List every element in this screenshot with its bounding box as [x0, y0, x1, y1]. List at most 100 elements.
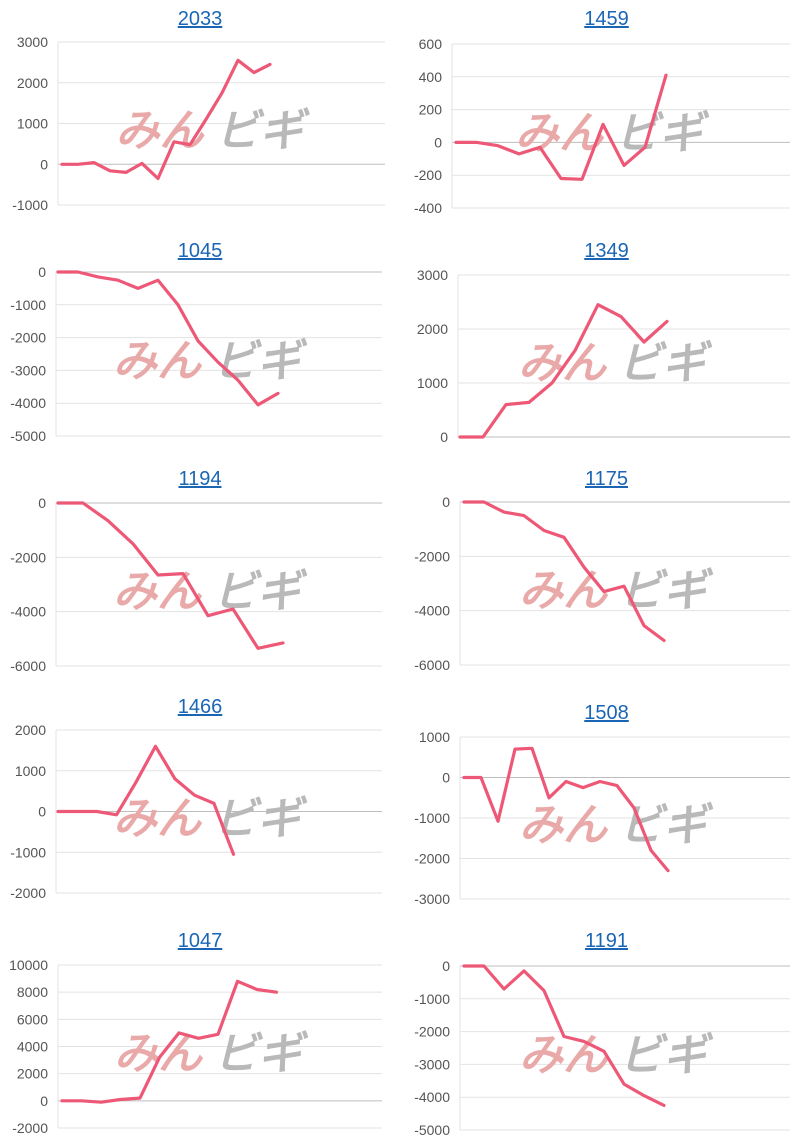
y-tick-label: 1000 [17, 116, 48, 132]
y-tick-label: -4000 [414, 1089, 450, 1105]
y-tick-label: -5000 [10, 428, 46, 444]
chart-panel-1194: 0 -2000 -4000 -6000 みん ビギ 1194 [0, 460, 400, 688]
chart-title-link-1191[interactable]: 1191 [584, 930, 628, 952]
chart-title-link-1349[interactable]: 1349 [584, 240, 629, 262]
watermark-logo: みん ビギ [114, 1029, 309, 1080]
svg-text:みん: みん [518, 338, 608, 389]
y-tick-label: 600 [419, 36, 443, 52]
y-tick-label: 6000 [17, 1011, 48, 1027]
y-tick-label: -2000 [414, 1024, 450, 1040]
series-line [56, 744, 236, 856]
y-tick-label: 3000 [17, 34, 48, 50]
chart-1466: 2000 1000 0 -1000 -2000 みん ビギ [10, 722, 382, 901]
y-tick-label: -4000 [10, 604, 46, 620]
chart-1349: 3000 2000 1000 0 みん ビギ [417, 267, 790, 445]
y-tick-label: -4000 [414, 603, 450, 619]
y-tick-label: 0 [440, 429, 448, 445]
y-tick-label: 1000 [15, 763, 46, 779]
chart-title-link-1194[interactable]: 1194 [178, 468, 222, 490]
y-tick-label: 0 [38, 264, 46, 280]
y-tick-label: 0 [38, 804, 46, 820]
watermark-logo: みん ビギ [113, 794, 308, 845]
y-tick-label: -1000 [414, 810, 450, 826]
svg-text:みん: みん [519, 566, 609, 617]
y-tick-label: 2000 [15, 722, 46, 738]
chart-panel-2033: 3000 2000 1000 0 -1000 みん ビギ 2033 [0, 0, 400, 228]
y-tick-label: -2000 [10, 885, 46, 901]
y-tick-label: 2000 [17, 1066, 48, 1082]
chart-title-link-1045[interactable]: 1045 [177, 240, 223, 262]
watermark-logo: みん ビギ [113, 336, 308, 387]
chart-title-link-1175[interactable]: 1175 [584, 468, 628, 490]
y-tick-label: 2000 [17, 75, 48, 91]
chart-title-link-1508[interactable]: 1508 [584, 702, 629, 724]
svg-text:ビギ: ビギ [618, 338, 713, 389]
chart-1191: 0 -1000 -2000 -3000 -4000 -5000 みん ビギ [414, 958, 790, 1138]
y-tick-label: -1000 [10, 297, 46, 313]
y-tick-label: -1000 [414, 991, 450, 1007]
series-line [462, 500, 666, 643]
y-tick-label: -2000 [10, 549, 46, 565]
y-tick-label: 10000 [9, 957, 48, 973]
chart-1508: 1000 0 -1000 -2000 -3000 みん ビギ [414, 729, 790, 907]
series-line [458, 303, 669, 439]
y-tick-label: -1000 [10, 844, 46, 860]
series-line [56, 501, 285, 650]
y-tick-label: -2000 [414, 548, 450, 564]
chart-title-link-2033[interactable]: 2033 [177, 8, 223, 30]
y-tick-label: 1000 [417, 375, 448, 391]
chart-panel-1045: 0 -1000 -2000 -3000 -4000 -5000 みん ビギ 1045 [0, 232, 400, 460]
y-tick-label: -200 [414, 167, 442, 183]
chart-1175: 0 -2000 -4000 -6000 みん ビギ [414, 494, 790, 673]
y-tick-label: -400 [414, 200, 442, 216]
chart-panel-1175: 0 -2000 -4000 -6000 みん ビギ 1175 [404, 460, 809, 688]
y-tick-label: 1000 [419, 729, 450, 745]
series-line [60, 979, 279, 1104]
y-tick-label: -4000 [10, 395, 46, 411]
watermark-logo: みん ビギ [519, 566, 714, 617]
svg-text:ビギ: ビギ [615, 108, 710, 159]
y-tick-label: -2000 [414, 851, 450, 867]
watermark-logo: みん ビギ [519, 800, 714, 851]
svg-text:みん: みん [113, 336, 203, 387]
y-tick-label: -3000 [414, 1056, 450, 1072]
y-tick-label: -5000 [414, 1122, 450, 1138]
y-tick-label: 4000 [17, 1039, 48, 1055]
y-tick-label: -2000 [10, 330, 46, 346]
y-tick-label: 2000 [417, 321, 448, 337]
y-tick-label: 3000 [417, 267, 448, 283]
y-tick-label: -6000 [10, 658, 46, 674]
chart-1045: 0 -1000 -2000 -3000 -4000 -5000 みん ビギ [10, 264, 382, 444]
chart-panel-1459: 600 400 200 0 -200 -400 みん ビギ 1459 [404, 0, 809, 228]
y-tick-label: -6000 [414, 657, 450, 673]
series-line [60, 58, 272, 181]
watermark-logo: みん ビギ [116, 106, 311, 157]
y-tick-label: 400 [419, 69, 443, 85]
chart-title-link-1466[interactable]: 1466 [177, 696, 223, 718]
svg-text:ビギ: ビギ [213, 336, 308, 387]
series-line [56, 270, 280, 407]
svg-text:ビギ: ビギ [619, 566, 714, 617]
y-tick-label: -2000 [12, 1120, 48, 1136]
y-tick-label: 0 [434, 134, 442, 150]
svg-text:みん: みん [519, 1030, 609, 1081]
svg-text:ビギ: ビギ [216, 106, 311, 157]
series-line [462, 746, 670, 873]
y-tick-label: -3000 [10, 362, 46, 378]
y-tick-label: 0 [442, 958, 450, 974]
y-tick-label: -3000 [414, 891, 450, 907]
y-tick-label: 0 [442, 494, 450, 510]
watermark-logo: みん ビギ [113, 567, 308, 618]
y-tick-label: 0 [38, 495, 46, 511]
series-line [462, 964, 666, 1107]
chart-2033: 3000 2000 1000 0 -1000 みん ビギ [12, 34, 385, 213]
y-tick-label: 200 [419, 102, 443, 118]
chart-title-link-1459[interactable]: 1459 [584, 8, 629, 30]
svg-text:みん: みん [116, 106, 206, 157]
chart-title-link-1047[interactable]: 1047 [177, 930, 223, 952]
watermark-logo: みん ビギ [519, 1030, 714, 1081]
series-line [454, 73, 668, 181]
y-tick-label: 8000 [17, 984, 48, 1000]
chart-panel-1047: 10000 8000 6000 4000 2000 0 -2000 みん ビギ 1047 [0, 922, 400, 1145]
